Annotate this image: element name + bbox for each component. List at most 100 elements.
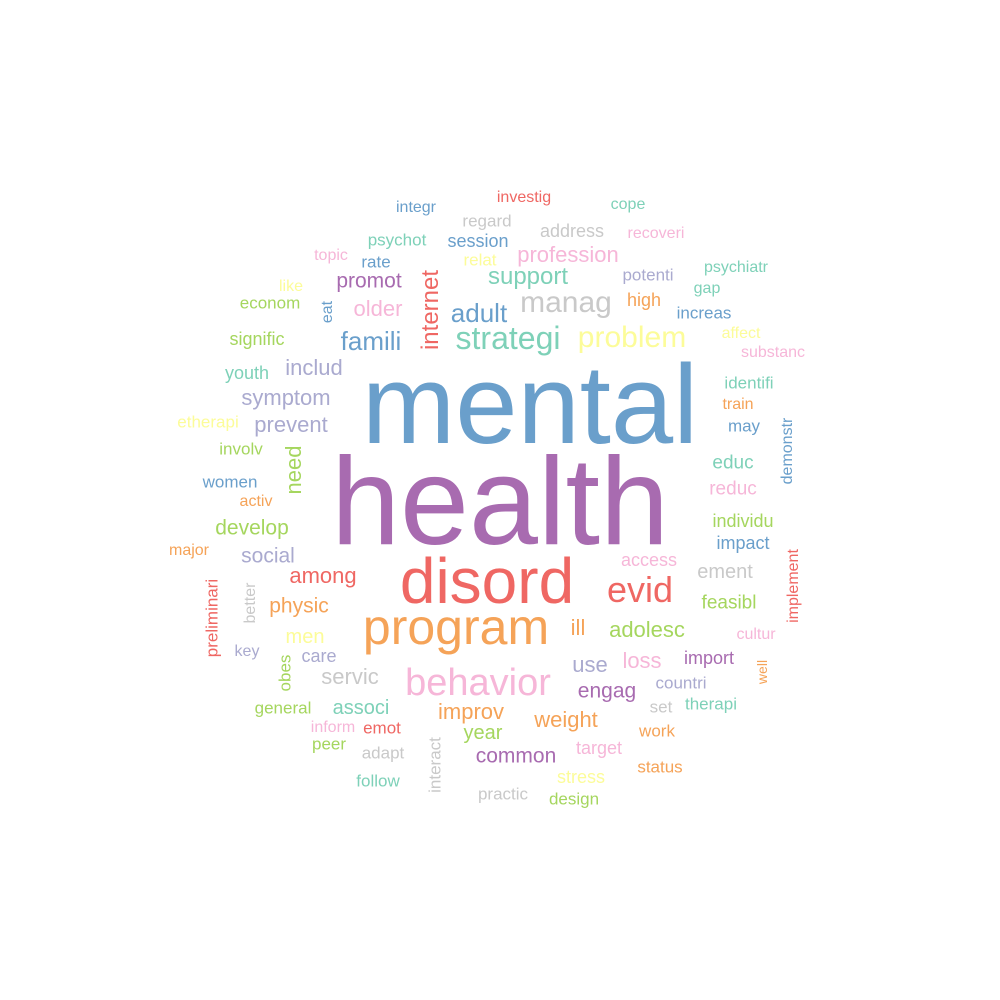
word-emot: emot	[363, 718, 401, 738]
word-well: well	[754, 659, 770, 685]
word-adult: adult	[450, 298, 508, 328]
word-topic: topic	[314, 247, 348, 264]
word-stress: stress	[556, 767, 606, 787]
word-loss: loss	[622, 648, 662, 673]
word-physic: physic	[269, 594, 329, 618]
word-cultur: cultur	[736, 626, 776, 643]
word-psychiatr: psychiatr	[703, 259, 769, 276]
word-problem: problem	[577, 321, 687, 354]
word-train: train	[722, 396, 754, 413]
word-impact: impact	[716, 533, 770, 553]
word-common: common	[475, 744, 557, 768]
word-follow: follow	[356, 771, 400, 791]
word-integr: integr	[395, 199, 437, 216]
word-increas: increas	[676, 303, 732, 323]
word-potenti: potenti	[622, 265, 674, 285]
word-among: among	[289, 563, 357, 588]
word-general: general	[254, 698, 312, 718]
word-econom: econom	[239, 293, 301, 313]
word-recoveri: recoveri	[627, 225, 685, 242]
word-like: like	[278, 278, 304, 295]
word-improv: improv	[437, 699, 505, 724]
word-regard: regard	[462, 211, 512, 231]
word-psychot: psychot	[367, 230, 427, 250]
word-famili: famili	[340, 326, 402, 356]
word-affect: affect	[721, 325, 761, 342]
word-health: health	[331, 433, 669, 571]
word-substanc: substanc	[740, 344, 806, 361]
word-access: access	[620, 550, 678, 570]
word-weight: weight	[534, 707, 598, 732]
word-strategi: strategi	[455, 320, 561, 356]
word-ement: ement	[697, 561, 753, 583]
word-relat: relat	[463, 250, 497, 270]
word-older: older	[353, 296, 403, 321]
word-inform: inform	[310, 719, 356, 736]
word-set: set	[649, 697, 673, 717]
word-prevent: prevent	[254, 412, 328, 437]
word-address: address	[539, 221, 605, 241]
word-promot: promot	[336, 269, 402, 293]
word-profession: profession	[517, 242, 619, 267]
word-session: session	[447, 231, 509, 251]
word-educ: educ	[712, 452, 754, 474]
word-social: social	[241, 544, 295, 568]
word-rate: rate	[361, 252, 391, 272]
word-cope: cope	[610, 196, 646, 213]
word-internet: internet	[417, 269, 444, 351]
word-better: better	[242, 582, 259, 624]
word-reduc: reduc	[709, 478, 757, 500]
word-symptom: symptom	[241, 385, 331, 410]
word-mental: mental	[361, 342, 699, 467]
word-identifi: identifi	[724, 373, 774, 393]
word-interact: interact	[425, 737, 445, 793]
word-adolesc: adolesc	[609, 617, 685, 642]
word-behavior: behavior	[405, 662, 551, 704]
word-youth: youth	[224, 363, 270, 383]
word-individu: individu	[712, 511, 774, 531]
word-need: need	[281, 445, 306, 495]
word-status: status	[637, 757, 683, 777]
word-program: program	[362, 599, 550, 655]
word-feasibl: feasibl	[701, 592, 757, 614]
word-signific: signific	[229, 329, 285, 349]
word-work: work	[639, 721, 675, 741]
word-countri: countri	[655, 673, 707, 693]
word-associ: associ	[332, 697, 390, 719]
word-therapi: therapi	[685, 694, 737, 714]
word-evid: evid	[606, 569, 674, 610]
word-year: year	[463, 722, 503, 744]
word-use: use	[572, 652, 608, 677]
word-eat: eat	[319, 300, 336, 324]
word-may: may	[727, 416, 761, 436]
word-involv: involv	[219, 439, 263, 459]
word-preliminari: preliminari	[202, 578, 222, 658]
word-high: high	[626, 290, 662, 310]
word-major: major	[168, 542, 210, 559]
word-demonstr: demonstr	[779, 417, 796, 485]
word-men: men	[285, 626, 325, 648]
word-obes: obes	[275, 654, 295, 692]
word-ill: ill	[570, 615, 586, 640]
word-activ: activ	[239, 493, 273, 510]
word-includ: includ	[285, 355, 343, 380]
word-implement: implement	[785, 549, 802, 623]
word-peer: peer	[311, 734, 347, 754]
word-adapt: adapt	[361, 743, 405, 763]
word-import: import	[683, 648, 735, 668]
word-women: women	[202, 472, 258, 492]
word-investig: investig	[496, 189, 552, 206]
word-etherapi: etherapi	[177, 412, 239, 432]
word-disord: disord	[399, 545, 575, 617]
word-design: design	[548, 789, 600, 809]
word-key: key	[234, 643, 260, 660]
word-manag: manag	[520, 286, 612, 319]
word-engag: engag	[577, 679, 637, 703]
word-target: target	[575, 738, 623, 758]
word-support: support	[487, 263, 569, 290]
word-servic: servic	[321, 664, 379, 689]
word-develop: develop	[215, 516, 289, 540]
word-care: care	[301, 646, 337, 666]
word-practic: practic	[477, 784, 529, 804]
